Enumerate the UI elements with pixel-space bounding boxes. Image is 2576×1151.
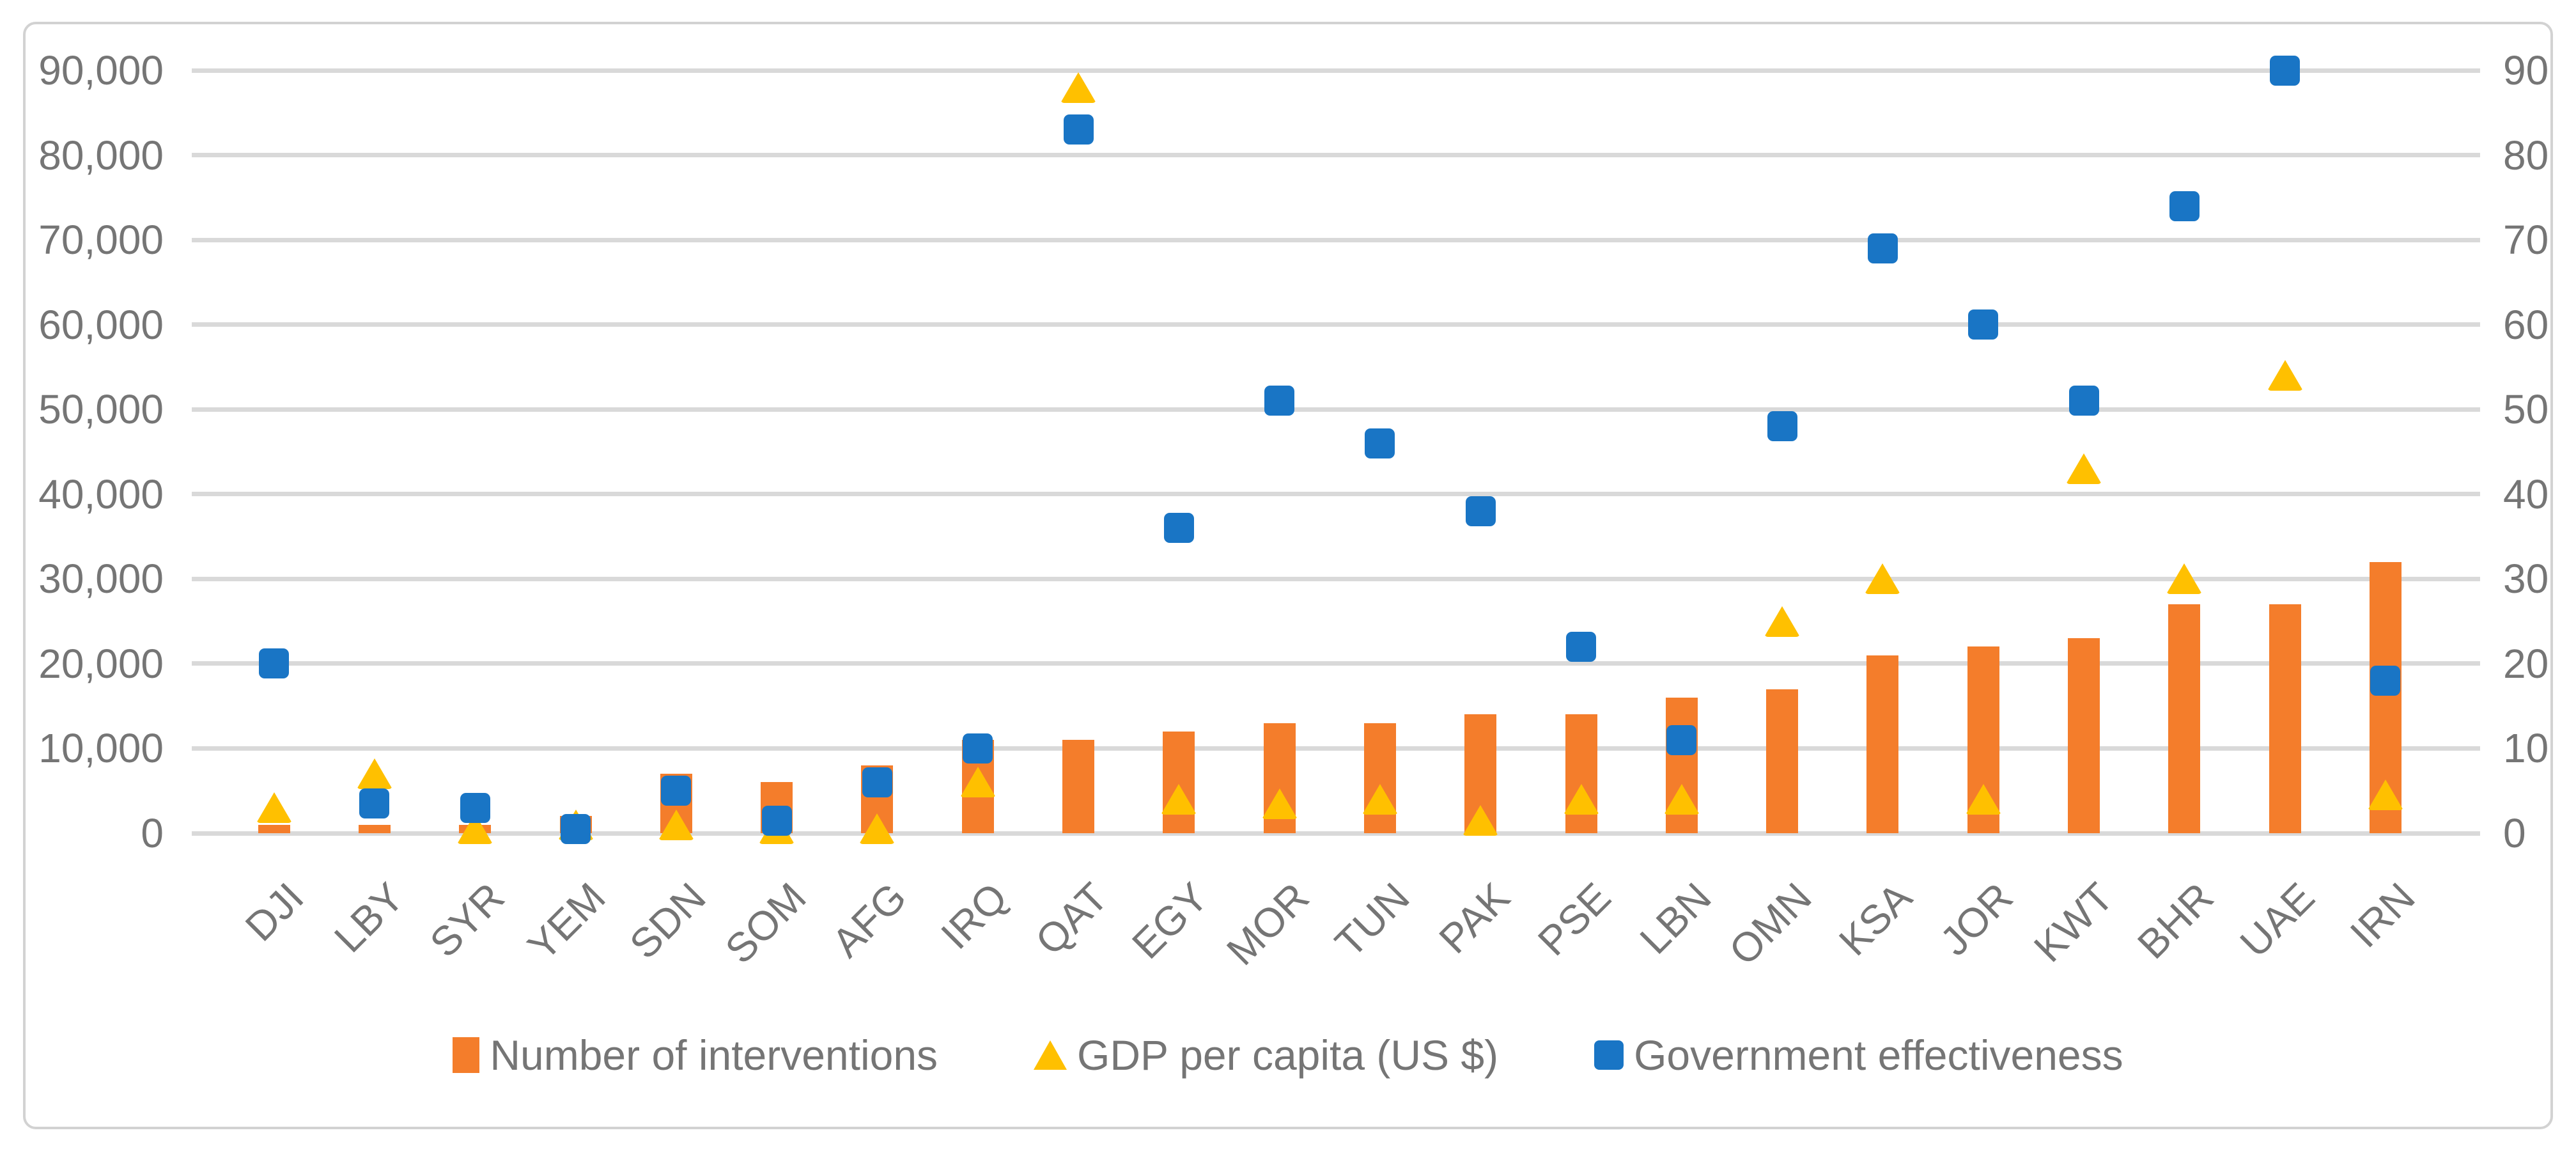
gov-marker-UAE [2270,55,2301,86]
gdp-marker-LBN [1663,783,1700,815]
y-axis-tick-left: 60,000 [38,301,164,348]
gov-marker-LBN [1666,724,1697,755]
bar-DJI [258,824,290,833]
gdp-marker-IRN [2367,779,2403,811]
gov-marker-OMN [1767,411,1797,442]
gov-marker-MOR [1264,386,1295,416]
gridline [192,407,2480,412]
gridline [192,237,2480,242]
gov-marker-QAT [1063,114,1094,145]
bar-UAE [2269,604,2301,833]
gridline [192,661,2480,666]
legend: Number of interventions GDP per capita (… [0,1022,2576,1088]
chart-border-frame [23,22,2553,1129]
gov-marker-LBY [359,788,390,819]
legend-item-gdp: GDP per capita (US $) [1034,1031,1498,1079]
bar-PSE [1565,714,1597,833]
gdp-marker-MOR [1261,788,1298,819]
gdp-marker-TUN [1362,783,1398,815]
y-axis-tick-right: 30 [2503,556,2549,602]
bar-LBY [358,824,391,833]
yellow-triangle-legend-icon [1034,1040,1067,1070]
gov-marker-EGY [1163,513,1194,544]
legend-item-interventions: Number of interventions [453,1031,938,1079]
gov-marker-DJI [259,648,290,679]
gdp-marker-KWT [2066,453,2102,484]
gridline [192,153,2480,158]
gdp-marker-EGY [1161,783,1197,815]
y-axis-tick-right: 50 [2503,386,2549,433]
gdp-marker-KSA [1865,563,1901,595]
blue-square-legend-icon [1594,1040,1624,1070]
y-axis-tick-left: 20,000 [38,640,164,687]
gov-marker-TUN [1365,428,1395,458]
gov-marker-KSA [1867,233,1898,263]
y-axis-tick-right: 70 [2503,217,2549,263]
gridline [192,831,2480,836]
gridline [192,746,2480,751]
gov-marker-IRQ [963,733,993,763]
gov-marker-KWT [2068,386,2099,416]
y-axis-tick-left: 90,000 [38,47,164,93]
gov-marker-SOM [761,805,792,836]
legend-label-interventions: Number of interventions [490,1031,938,1079]
y-axis-tick-left: 40,000 [38,471,164,517]
bar-OMN [1766,689,1799,833]
gdp-marker-LBY [356,758,392,790]
y-axis-tick-right: 60 [2503,301,2549,348]
bar-KWT [2068,638,2100,833]
gridline [192,322,2480,327]
gdp-marker-PAK [1463,805,1499,836]
y-axis-tick-right: 80 [2503,132,2549,178]
legend-item-government: Government effectiveness [1594,1031,2123,1079]
bar-BHR [2168,604,2201,833]
bar-KSA [1866,655,1899,833]
gridline [192,576,2480,581]
gridline [192,68,2480,73]
gov-marker-IRN [2370,665,2401,696]
gdp-marker-DJI [256,792,292,824]
y-axis-tick-right: 0 [2503,810,2526,856]
gov-marker-SYR [460,792,490,823]
gov-marker-BHR [2169,191,2200,221]
gdp-marker-OMN [1764,606,1801,637]
y-axis-tick-left: 70,000 [38,217,164,263]
gov-marker-JOR [1968,309,1999,340]
y-axis-tick-left: 10,000 [38,725,164,772]
legend-label-government: Government effectiveness [1634,1031,2123,1079]
y-axis-tick-right: 90 [2503,47,2549,93]
gdp-marker-UAE [2267,360,2303,391]
legend-label-gdp: GDP per capita (US $) [1077,1031,1499,1079]
y-axis-tick-right: 40 [2503,471,2549,517]
gdp-marker-SDN [658,809,694,840]
y-axis-tick-left: 80,000 [38,132,164,178]
gdp-marker-BHR [2166,563,2203,595]
y-axis-tick-right: 20 [2503,640,2549,687]
gdp-marker-QAT [1060,72,1097,103]
gdp-marker-PSE [1563,783,1599,815]
gdp-marker-AFG [859,813,896,845]
gdp-marker-JOR [1965,783,2001,815]
gridline [192,492,2480,497]
gov-marker-SDN [661,776,692,806]
orange-bar-legend-icon [453,1037,480,1073]
y-axis-tick-left: 0 [141,810,164,856]
y-axis-tick-right: 10 [2503,725,2549,772]
gov-marker-PAK [1465,496,1496,526]
bar-EGY [1163,731,1195,833]
y-axis-tick-left: 30,000 [38,556,164,602]
gov-marker-YEM [561,813,591,844]
gov-marker-AFG [862,767,892,797]
gov-marker-PSE [1566,631,1597,662]
bar-QAT [1062,740,1095,833]
gdp-marker-IRQ [959,767,996,798]
bar-TUN [1363,723,1396,833]
y-axis-tick-left: 50,000 [38,386,164,433]
